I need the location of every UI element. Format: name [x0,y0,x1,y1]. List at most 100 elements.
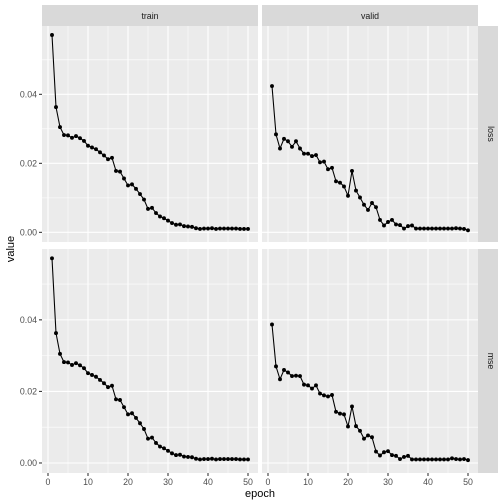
data-point [434,226,438,231]
data-point [322,159,326,164]
x-tick-label: 50 [463,477,473,487]
data-point [366,433,370,438]
data-point [218,226,222,231]
data-point [158,444,162,449]
data-point [94,374,98,379]
data-point [406,453,410,458]
data-point [246,226,250,231]
data-point [90,373,94,377]
data-point [174,222,178,227]
x-axis-title: epoch [245,488,275,500]
data-point [386,220,390,224]
data-point [182,454,186,459]
data-point [370,201,374,205]
data-point [426,226,430,231]
data-point [178,222,182,227]
strip-row-1 [478,26,498,242]
data-point [50,256,54,261]
data-point [98,378,102,382]
panel-background [42,26,258,242]
strip-label-mse: mse [486,353,496,370]
data-point [86,143,90,148]
data-point [318,160,322,165]
data-point [162,446,166,451]
data-point [398,457,402,461]
data-point [314,153,318,157]
panel-background [262,26,478,242]
data-point [446,457,450,462]
panel-valid-loss [262,26,478,242]
data-point [398,223,402,228]
data-point [146,436,150,441]
data-point [62,133,66,137]
data-point [374,205,378,210]
data-point [282,136,286,141]
data-point [66,360,70,365]
data-point [102,381,106,386]
data-point [50,33,54,37]
x-tick-label: 20 [123,477,133,487]
data-point [334,179,338,184]
data-point [74,361,78,366]
data-point [438,226,442,231]
data-point [390,453,394,458]
data-point [198,226,202,231]
data-point [98,150,102,155]
data-point [234,226,238,231]
x-axis-right: 0 10 20 30 40 50 [266,473,473,487]
data-point [202,457,206,461]
strip-label-train: train [141,11,158,21]
data-point [342,412,346,417]
data-point [170,221,174,225]
data-point [390,217,394,222]
data-point [202,226,206,231]
data-point [74,134,78,139]
data-point [350,404,354,409]
data-point [290,374,294,378]
panel-background [42,249,258,473]
data-point [382,450,386,455]
data-point [238,457,242,462]
data-point [130,182,134,187]
data-point [190,224,194,229]
data-point [402,454,406,459]
data-point [58,125,62,130]
data-point [150,205,154,210]
data-point [142,427,146,431]
data-point [314,383,318,388]
data-point [370,435,374,440]
strip-col-2 [262,5,478,26]
panel-train-mse [42,249,258,473]
x-tick-label: 50 [243,477,253,487]
data-point [286,139,290,144]
data-point [230,226,234,231]
data-point [330,393,334,397]
data-point [234,457,238,461]
data-point [290,144,294,149]
data-point [306,383,310,388]
y-axis-bottom: 0.00 0.02 0.04 [20,315,42,468]
data-point [102,153,106,158]
data-point [318,391,322,396]
data-point [366,207,370,212]
data-point [198,457,202,462]
data-point [326,167,330,172]
data-point [222,226,226,231]
data-point [94,147,98,152]
data-point [126,412,130,417]
panel-background [262,249,478,473]
data-point [342,184,346,189]
data-point [110,155,114,160]
data-point [106,385,110,390]
x-tick-label: 30 [163,477,173,487]
data-point [278,377,282,382]
data-point [270,322,274,327]
data-point [414,457,418,462]
data-point [462,457,466,461]
data-point [58,351,62,356]
data-point [118,398,122,402]
data-point [186,454,190,459]
data-point [170,451,174,456]
strip-col-1 [42,5,258,26]
data-point [62,360,66,365]
